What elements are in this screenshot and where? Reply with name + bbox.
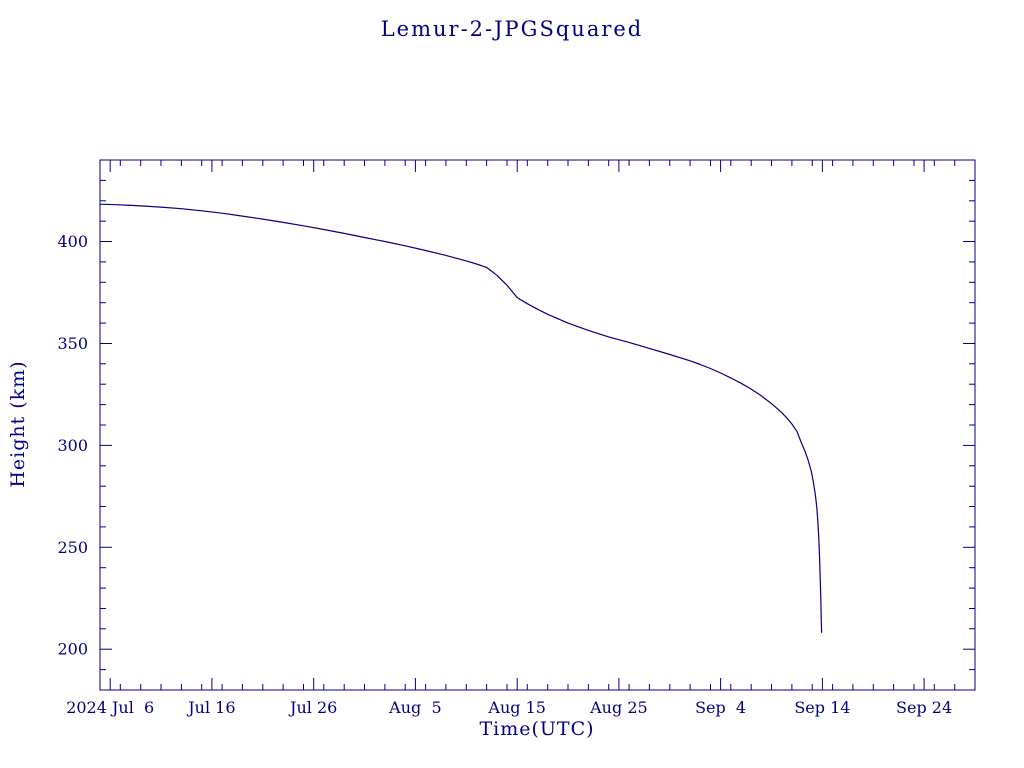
x-axis-label: Time(UTC) xyxy=(479,718,594,740)
x-tick-label: Jul 26 xyxy=(288,698,337,717)
x-tick-label: Jul 16 xyxy=(186,698,235,717)
y-tick-label: 200 xyxy=(57,640,88,659)
height-decay-line xyxy=(99,203,823,633)
chart-title: Lemur-2-JPGSquared xyxy=(381,17,644,41)
x-tick-label: Sep 4 xyxy=(695,698,746,717)
x-tick-label: Aug 25 xyxy=(589,698,648,717)
x-tick-label: Aug 5 xyxy=(388,698,441,717)
x-tick-label: Aug 15 xyxy=(487,698,546,717)
tick-labels: 2024 Jul 6 Jul 16 Jul 26 Aug 5 Aug 15 Aug 25 S… xyxy=(57,232,952,717)
y-axis-label: Height (km) xyxy=(7,360,29,487)
y-tick-label: 400 xyxy=(57,232,88,251)
axes-and-ticks xyxy=(99,159,976,691)
y-tick-label: 250 xyxy=(57,538,88,557)
y-tick-label: 300 xyxy=(57,436,88,455)
x-tick-label: Sep 14 xyxy=(794,698,850,717)
y-tick-label: 350 xyxy=(57,334,88,353)
x-tick-label: 2024 Jul 6 xyxy=(66,698,154,717)
x-tick-label: Sep 24 xyxy=(896,698,952,717)
plot-frame xyxy=(99,159,976,691)
